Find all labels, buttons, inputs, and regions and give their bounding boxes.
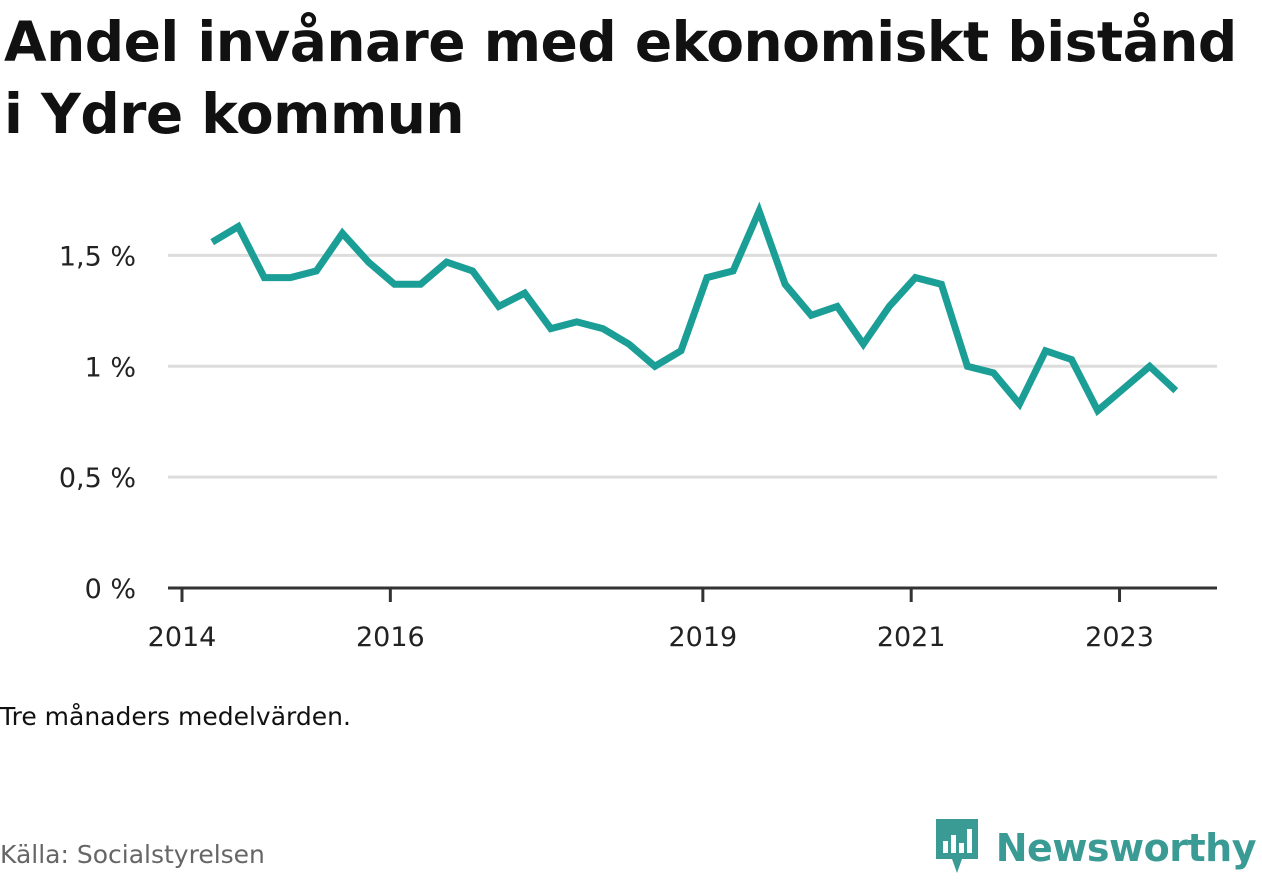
x-tick-label: 2014	[148, 622, 217, 653]
newsworthy-logo-icon	[932, 815, 982, 881]
x-axis	[168, 588, 1217, 602]
x-tick-label: 2016	[356, 622, 425, 653]
source-label: Källa: Socialstyrelsen	[0, 840, 265, 869]
brand-name: Newsworthy	[996, 826, 1256, 870]
x-axis-tick-labels: 2014 2016 2019 2021 2023	[148, 622, 1154, 653]
chart-note: Tre månaders medelvärden.	[0, 702, 351, 731]
grid-lines	[168, 255, 1217, 477]
y-tick-label: 1 %	[85, 352, 136, 383]
y-tick-label: 1,5 %	[59, 241, 136, 272]
x-tick-label: 2023	[1085, 622, 1154, 653]
line-chart: 0 % 0,5 % 1 % 1,5 % 2014 2016 2019 2021 2023	[0, 180, 1262, 660]
x-tick-label: 2019	[668, 622, 737, 653]
series-layer	[212, 211, 1176, 411]
brand-logo[interactable]: Newsworthy	[932, 818, 1256, 878]
chart-title: Andel invånare med ekonomiskt bistånd i …	[4, 6, 1254, 150]
y-tick-label: 0,5 %	[59, 463, 136, 494]
x-tick-label: 2021	[877, 622, 946, 653]
series-line	[212, 211, 1176, 411]
y-tick-label: 0 %	[85, 574, 136, 605]
y-axis-tick-labels: 0 % 0,5 % 1 % 1,5 %	[59, 241, 136, 605]
